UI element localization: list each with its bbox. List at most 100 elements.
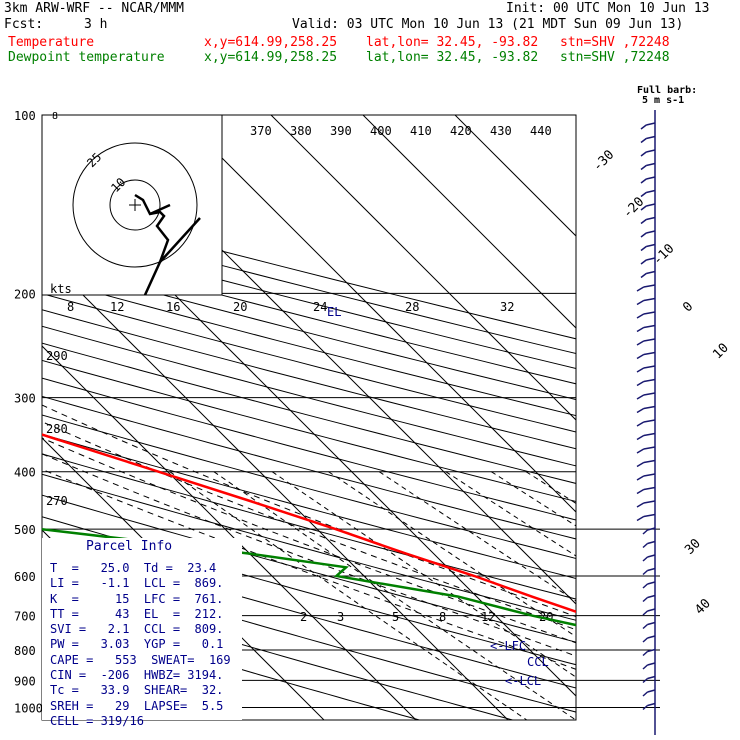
moist-adiabat-line bbox=[42, 421, 576, 631]
mixing-ratio-line bbox=[271, 471, 576, 678]
dewpoint-latlon: lat,lon= 32.45, -93.82 bbox=[366, 50, 539, 65]
wind-barb bbox=[636, 284, 656, 292]
wind-barb bbox=[636, 365, 656, 373]
theta-label: 380 bbox=[290, 124, 312, 138]
parcel-info-panel: Parcel Info T = 25.0 Td = 23.4 LI = -1.1 … bbox=[42, 538, 242, 728]
wind-barb bbox=[636, 405, 656, 414]
pressure-tick-label: 300 bbox=[14, 392, 36, 406]
wind-barb bbox=[640, 230, 656, 238]
moist-adiabat-line bbox=[42, 468, 576, 670]
hodograph-unit-label: kts bbox=[50, 282, 72, 296]
wind-barb bbox=[642, 621, 656, 630]
parcel-info-row: CAPE = 553 SWEAT= 169 bbox=[50, 652, 231, 667]
isotherm-line bbox=[270, 115, 576, 421]
dry-adiabat-line bbox=[42, 246, 576, 385]
wind-barb bbox=[636, 324, 656, 333]
wind-barb bbox=[636, 378, 656, 387]
mixing-ratio-line bbox=[525, 471, 576, 504]
pressure-tick-label: 1000 bbox=[14, 701, 43, 715]
hodograph-speed-label: 16 bbox=[166, 300, 180, 314]
mixing-ratio-line bbox=[328, 471, 576, 638]
wind-barb bbox=[636, 446, 656, 454]
wind-barb bbox=[642, 662, 656, 670]
pressure-tick-label: 200 bbox=[14, 287, 36, 301]
mixing-ratio-label: 3 bbox=[337, 610, 344, 624]
hodograph-speed-label: 28 bbox=[405, 300, 419, 314]
temperature-tick-label: -30 bbox=[590, 148, 617, 175]
theta-label: 390 bbox=[330, 124, 352, 138]
temperature-tick-label: 0 bbox=[680, 299, 696, 315]
wind-barb bbox=[640, 176, 656, 184]
wind-barb bbox=[640, 243, 656, 252]
dry-adiabat-line bbox=[42, 309, 576, 450]
isotherm-line bbox=[454, 115, 576, 237]
theta-label: 370 bbox=[250, 124, 272, 138]
theta-label: 290 bbox=[46, 349, 68, 363]
wind-barb bbox=[642, 635, 656, 643]
lfc-annotation: <-LFC bbox=[490, 639, 526, 653]
lcl-annotation: <-LCL bbox=[505, 674, 541, 688]
dry-adiabat-line bbox=[42, 232, 576, 370]
theta-label: 400 bbox=[370, 124, 392, 138]
pressure-tick-label: 100 bbox=[14, 109, 36, 123]
mixing-ratio-line bbox=[213, 471, 576, 720]
wind-barb bbox=[636, 459, 656, 468]
wind-barb bbox=[636, 419, 656, 427]
ccl-annotation: CCL bbox=[527, 655, 549, 669]
mixing-ratio-label: 8 bbox=[439, 610, 446, 624]
hodograph-speed-label: 24 bbox=[313, 300, 327, 314]
hodograph-speed-label: 20 bbox=[233, 300, 247, 314]
temperature-xy: x,y=614.99,258.25 bbox=[204, 35, 338, 50]
init-time: Init: 00 UTC Mon 10 Jun 13 bbox=[506, 1, 710, 16]
dry-adiabat-line bbox=[42, 277, 576, 417]
mixing-ratio-label: 5 bbox=[392, 610, 399, 624]
valid-time: Valid: 03 UTC Mon 10 Jun 13 (21 MDT Sun … bbox=[292, 17, 684, 32]
dry-adiabat-line bbox=[42, 585, 513, 720]
temperature-tick-label: 30 bbox=[682, 536, 704, 558]
mixing-ratio-label: 2 bbox=[300, 610, 307, 624]
wind-barb bbox=[640, 270, 656, 279]
wind-barb bbox=[636, 351, 656, 360]
parcel-info-row: CIN = -206 HWBZ= 3194. bbox=[50, 668, 224, 683]
dry-adiabat-line bbox=[42, 494, 576, 643]
isotherm-line bbox=[178, 115, 576, 513]
moist-adiabat-line bbox=[42, 437, 576, 644]
theta-label: 430 bbox=[490, 124, 512, 138]
hodograph-ring-outer bbox=[72, 142, 198, 268]
wind-barb bbox=[642, 527, 656, 535]
theta-label: 270 bbox=[46, 494, 68, 508]
wind-barb bbox=[642, 540, 656, 549]
forecast-hour-value: 3 h bbox=[84, 17, 108, 32]
hodograph-speed-label: 32 bbox=[500, 300, 514, 314]
parcel-info-row: Tc = 33.9 SHEAR= 32. bbox=[50, 683, 224, 698]
dewpoint-profile-line bbox=[42, 527, 576, 627]
wind-barb bbox=[640, 122, 656, 130]
moist-adiabat-line bbox=[42, 453, 576, 657]
temperature-legend: Temperature bbox=[8, 35, 95, 50]
wind-barb bbox=[642, 594, 656, 603]
hodograph-corner-label: 8 bbox=[52, 111, 58, 122]
wind-barb bbox=[636, 297, 656, 306]
wind-barb bbox=[640, 135, 656, 144]
wind-barb bbox=[640, 189, 656, 198]
hodograph-trace bbox=[134, 193, 201, 296]
wind-barb bbox=[642, 702, 656, 711]
parcel-info-row: K = 15 LFC = 761. bbox=[50, 591, 224, 606]
parcel-info-row: TT = 43 EL = 212. bbox=[50, 606, 224, 621]
wind-barb bbox=[636, 338, 656, 346]
pressure-tick-label: 800 bbox=[14, 644, 36, 658]
wind-barb bbox=[636, 500, 656, 508]
pressure-tick-label: 500 bbox=[14, 523, 36, 537]
dewpoint-station: stn=SHV ,72248 bbox=[560, 50, 670, 65]
wind-barb bbox=[642, 554, 656, 562]
dewpoint-legend: Dewpoint temperature bbox=[8, 50, 165, 65]
dry-adiabat-line bbox=[42, 325, 576, 467]
wind-barb bbox=[636, 392, 656, 400]
parcel-info-title: Parcel Info bbox=[86, 539, 173, 554]
parcel-info-row: LI = -1.1 LCL = 869. bbox=[50, 576, 224, 591]
wind-barb bbox=[642, 567, 656, 576]
parcel-info-row: T = 25.0 Td = 23.4 bbox=[50, 561, 217, 575]
wind-barb bbox=[642, 689, 656, 697]
theta-label: 420 bbox=[450, 124, 472, 138]
